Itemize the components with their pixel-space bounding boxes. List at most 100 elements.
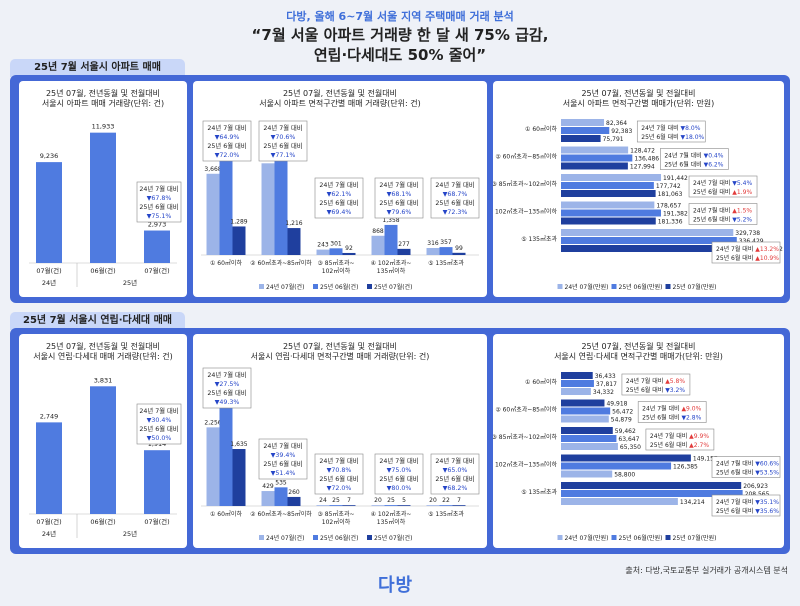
bar — [561, 427, 613, 434]
bar-value-label: 357 — [440, 239, 452, 246]
chart-apt-area-volume: 25년 07월, 전년동월 및 전월대비 서울시 아파트 면적구간별 매매 거래량… — [193, 81, 487, 297]
chart-canvas: 2,74907월(건)3,83106월(건)1,91407월(건)24년25년2… — [29, 376, 182, 538]
year-label: 24년 — [42, 529, 56, 538]
chart-title: 25년 07월, 전년동월 및 전월대비 서울시 아파트 매매 거래량(단위: 건… — [19, 89, 187, 109]
legend-swatch — [557, 284, 563, 289]
bar — [316, 505, 330, 506]
change-annotation-text: 25년 6월 대비 — [379, 474, 418, 483]
change-value: ▼60.6% — [755, 461, 779, 468]
bar — [561, 174, 662, 181]
change-annotation — [711, 494, 781, 517]
bar-value-label: 11,933 — [92, 123, 115, 131]
change-annotation-text: ▼68.7% — [443, 191, 468, 198]
change-annotation — [374, 453, 424, 495]
bar-value-label: 1,358 — [382, 217, 399, 224]
bar-value-label: 128,472 — [630, 148, 655, 155]
x-tick-label: ⑤ 135㎡초과 — [428, 510, 464, 518]
change-annotation-text: ▼75.0% — [387, 467, 412, 474]
bar — [561, 245, 757, 252]
change-annotation — [314, 177, 364, 219]
change-value: ▲9.0% — [681, 406, 701, 413]
bar — [287, 228, 301, 255]
change-annotation — [688, 203, 758, 225]
bar — [561, 209, 661, 217]
bar-value-label: 2,749 — [40, 412, 59, 420]
change-annotation — [314, 453, 364, 495]
bar — [371, 235, 385, 255]
y-tick-label: ③ 85㎡초과~102㎡이하 — [493, 433, 557, 441]
x-tick-label: ② 60㎡초과~85㎡이하 — [250, 259, 312, 267]
change-annotation-text: 24년 7월 대비 ▲9.9% — [650, 432, 709, 440]
change-annotation — [711, 456, 781, 478]
bar — [561, 182, 654, 189]
change-value: ▼5.4% — [732, 180, 752, 187]
change-annotation — [621, 373, 691, 396]
bar-value-label: 36,433 — [595, 373, 616, 380]
change-value: ▲10.9% — [755, 255, 779, 262]
bar-value-label: 54,879 — [611, 417, 632, 424]
change-annotation-text: 24년 7월 대비 ▲5.8% — [626, 377, 685, 385]
bar — [561, 237, 737, 244]
x-tick-label: 07월(건) — [144, 517, 169, 526]
bar — [232, 226, 246, 255]
bar-value-label: 181,063 — [658, 191, 683, 198]
legend-swatch — [259, 284, 264, 289]
x-tick-label: 135㎡이하 — [377, 518, 406, 526]
change-annotation-text: 25년 6월 대비 — [319, 474, 358, 483]
x-tick-label: ③ 85㎡초과~ — [318, 259, 355, 267]
change-annotation-text: 24년 7월 대비 — [319, 456, 358, 465]
bar-value-label: 316 — [427, 240, 439, 247]
legend-label: 25년 07월(만원) — [673, 534, 717, 542]
bar — [384, 505, 398, 506]
chart-title-line1: 25년 07월, 전년동월 및 전월대비 — [581, 342, 696, 351]
change-annotation-text: 24년 7월 대비 — [435, 456, 474, 465]
bar — [397, 248, 411, 255]
bar-value-label: 136,486 — [634, 156, 659, 163]
chart-title-line1: 25년 07월, 전년동월 및 전월대비 — [282, 89, 398, 98]
bar-value-label: 429 — [262, 483, 274, 490]
legend-swatch — [313, 284, 318, 289]
change-annotation-text: ▼72.3% — [443, 209, 468, 216]
change-value: ▲1.5% — [732, 208, 752, 215]
chart-title-line1: 25년 07월, 전년동월 및 전월대비 — [45, 89, 161, 98]
bar-value-label: 92,383 — [611, 128, 632, 135]
bar-value-label: 277 — [398, 241, 410, 248]
chart-title: 25년 07월, 전년동월 및 전월대비 서울시 연립·다세대 면적구간별 매매가… — [493, 342, 784, 362]
bar-value-label: 7 — [347, 497, 351, 504]
dabang-logo: 다방 — [378, 575, 414, 596]
change-annotation — [660, 148, 729, 170]
change-annotation-text: 24년 7월 대비 ▲9.0% — [642, 405, 701, 413]
change-annotation — [258, 120, 308, 162]
bar-value-label: 181,336 — [658, 219, 683, 226]
y-tick-label: ⑤ 135㎡초과 — [521, 235, 557, 243]
year-label: 25년 — [123, 529, 137, 538]
bar-value-label: 99 — [455, 245, 463, 252]
change-annotation-text: ▼70.6% — [271, 134, 296, 141]
source-note: 출처: 다방,국토교통부 실거래가 공개시스템 분석 — [625, 566, 788, 575]
change-value: ▼18.0% — [681, 134, 705, 141]
x-tick-label: 102㎡이하 — [322, 267, 351, 275]
bar — [561, 127, 610, 134]
legend-swatch — [313, 535, 318, 540]
change-value: ▲2.7% — [689, 442, 709, 449]
bar — [561, 190, 656, 197]
change-value: ▲9.9% — [689, 433, 709, 440]
bar-value-label: 37,817 — [596, 381, 617, 388]
y-tick-label: ④ 102㎡초과~135㎡이하 — [493, 208, 557, 216]
bar — [439, 505, 453, 506]
bar — [561, 435, 617, 442]
bar-value-label: 177,742 — [656, 183, 681, 190]
legend-swatch — [611, 284, 617, 289]
change-annotation-text: 24년 7월 대비 ▼8.0% — [641, 124, 700, 132]
change-annotation-text: 24년 7월 대비 — [207, 370, 246, 379]
bar — [144, 450, 170, 514]
change-annotation — [374, 177, 424, 219]
year-label: 25년 — [123, 278, 137, 287]
bar-value-label: 92 — [345, 245, 353, 252]
chart-title-line2: 서울시 아파트 면적구간별 매매가(단위: 만원) — [562, 99, 715, 108]
bar — [90, 386, 116, 514]
bar-value-label: 82,364 — [606, 120, 627, 127]
change-annotation — [645, 428, 715, 451]
bar-value-label: 134,214 — [680, 499, 705, 506]
